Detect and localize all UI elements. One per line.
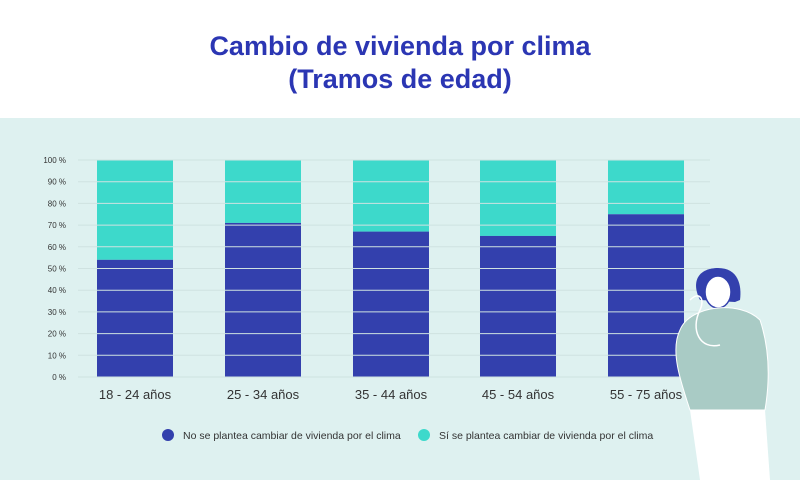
legend-label: Sí se plantea cambiar de vivienda por el… [439, 430, 653, 442]
bar-segment [480, 160, 556, 236]
legend-marker [418, 429, 430, 441]
y-tick-label: 20 % [48, 330, 66, 339]
y-tick-label: 10 % [48, 351, 66, 360]
x-tick-label: 18 - 24 años [99, 387, 172, 402]
legend-marker [162, 429, 174, 441]
x-tick-label: 25 - 34 años [227, 387, 300, 402]
bar-segment [608, 160, 684, 215]
title-line: Cambio de vivienda por clima [209, 31, 591, 61]
y-tick-label: 90 % [48, 178, 66, 187]
x-tick-label: 35 - 44 años [355, 387, 428, 402]
bar-segment [353, 160, 429, 232]
bar-segment [97, 160, 173, 260]
y-tick-label: 0 % [52, 373, 66, 382]
x-tick-label: 45 - 54 años [482, 387, 555, 402]
y-tick-label: 40 % [48, 286, 66, 295]
legend-label: No se plantea cambiar de vivienda por el… [183, 430, 401, 442]
y-tick-label: 80 % [48, 199, 66, 208]
y-tick-label: 60 % [48, 243, 66, 252]
bar-segment [225, 222, 301, 377]
chart-title: Cambio de vivienda por clima (Tramos de e… [0, 30, 800, 96]
y-tick-label: 30 % [48, 308, 66, 317]
bar-segment [97, 259, 173, 377]
bar-segment [353, 231, 429, 377]
bar-segment [480, 235, 556, 377]
y-tick-label: 100 % [43, 156, 66, 165]
bar-segment [608, 214, 684, 377]
person-illustration [675, 268, 770, 480]
bar-segment [225, 160, 301, 223]
subtitle-line: (Tramos de edad) [288, 64, 512, 94]
y-tick-label: 50 % [48, 265, 66, 274]
x-tick-label: 55 - 75 años [610, 387, 683, 402]
y-tick-label: 70 % [48, 221, 66, 230]
